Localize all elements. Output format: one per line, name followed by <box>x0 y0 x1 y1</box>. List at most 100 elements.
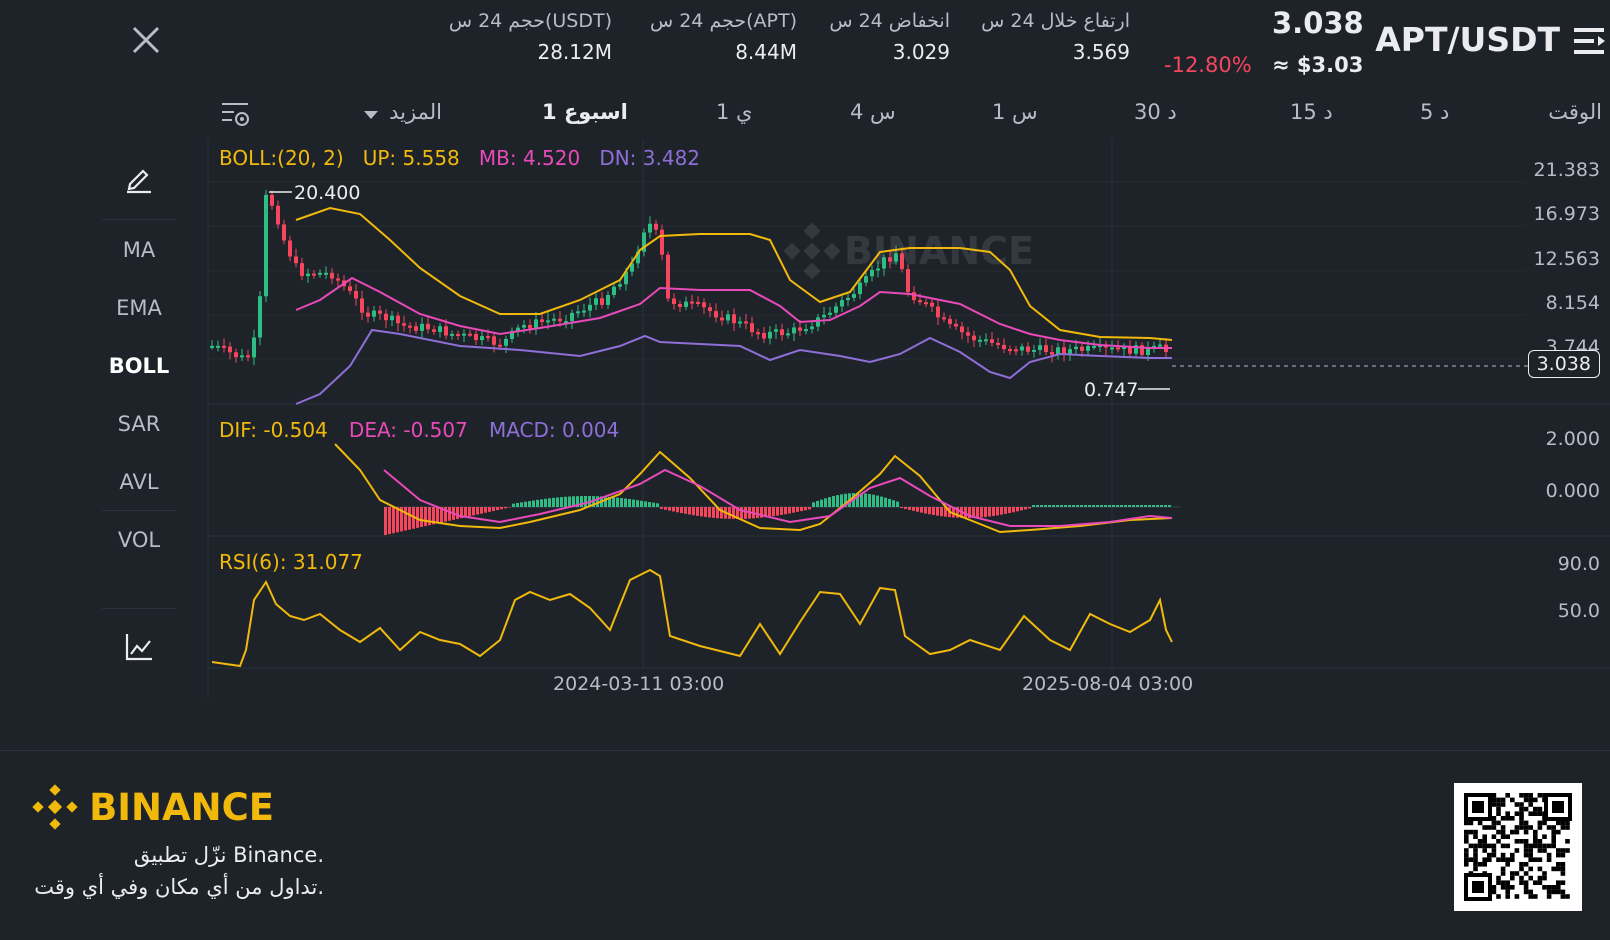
indicator-ema[interactable]: EMA <box>116 296 162 320</box>
qr-module <box>1542 848 1547 853</box>
candle <box>1098 345 1102 348</box>
chart-settings-icon[interactable] <box>220 100 250 128</box>
tab-30m[interactable]: 30 د <box>1134 100 1177 124</box>
macd-bar <box>1128 505 1131 507</box>
macd-bar <box>544 498 547 507</box>
boll-mb-line <box>295 276 1172 349</box>
qr-module <box>1528 797 1533 803</box>
qr-module <box>1514 825 1520 830</box>
qr-module <box>1523 852 1529 858</box>
macd-bar <box>912 507 915 511</box>
x-axis-date: 2024-03-11 03:00 <box>553 673 725 695</box>
macd-bar <box>720 507 723 519</box>
close-icon[interactable] <box>132 26 160 54</box>
kline-chart[interactable]: BINANCE 20.400 0.747 <box>0 0 1610 720</box>
candle <box>438 326 442 332</box>
macd-bar <box>488 507 491 512</box>
qr-module <box>1533 857 1538 862</box>
macd-bar <box>1140 505 1143 507</box>
candle <box>348 286 352 291</box>
candle <box>666 254 670 299</box>
macd-bar <box>1008 507 1011 514</box>
candle <box>678 304 682 307</box>
candle <box>888 257 892 262</box>
macd-dea-line <box>383 468 1173 527</box>
qr-module <box>1523 880 1529 885</box>
candle <box>606 294 610 305</box>
qr-module <box>1510 857 1515 862</box>
candle <box>486 336 490 339</box>
current-price-tag: 3.038 <box>1527 350 1600 378</box>
macd-bar <box>396 507 399 533</box>
candle <box>1128 346 1132 354</box>
tab-4h[interactable]: 4 س <box>850 100 896 124</box>
tab-1w[interactable]: 1 اسبوع <box>542 100 628 124</box>
indicator-avl[interactable]: AVL <box>119 470 159 494</box>
macd-bar <box>896 501 899 507</box>
candle <box>690 301 694 304</box>
macd-bar <box>628 499 631 507</box>
macd-bar <box>804 507 807 511</box>
pair-title[interactable]: APT/USDT <box>1375 20 1560 59</box>
macd-bar <box>1012 507 1015 513</box>
macd-bar <box>944 507 947 517</box>
macd-bar <box>904 507 907 509</box>
qr-module <box>1464 862 1469 867</box>
candle <box>276 205 280 225</box>
indicator-vol[interactable]: VOL <box>117 528 161 552</box>
macd-bar <box>1160 505 1163 507</box>
candle <box>990 339 994 343</box>
macd-bar <box>524 501 527 507</box>
macd-bar <box>820 499 823 507</box>
macd-bar <box>392 507 395 534</box>
menu-lines-icon[interactable] <box>1574 26 1606 56</box>
qr-module <box>1496 875 1501 881</box>
candle <box>792 327 796 334</box>
pencil-icon[interactable] <box>124 164 154 194</box>
candle <box>942 317 946 320</box>
boll-axis-tick: 12.563 <box>1533 248 1600 270</box>
qr-module <box>1519 820 1524 826</box>
indicator-ma[interactable]: MA <box>122 238 156 262</box>
macd-bar <box>1004 507 1007 514</box>
macd-bar <box>728 507 731 519</box>
qr-module <box>1510 875 1515 881</box>
macd-bar <box>716 507 719 519</box>
macd-bar <box>1076 505 1079 507</box>
qr-code-icon[interactable] <box>1454 783 1582 911</box>
tab-1h[interactable]: 1 س <box>992 100 1038 124</box>
candle <box>882 257 886 269</box>
qr-module <box>1491 825 1497 830</box>
indicator-sar[interactable]: SAR <box>117 412 161 436</box>
qr-module <box>1473 829 1478 835</box>
macd-bar <box>416 507 419 528</box>
qr-module <box>1464 839 1469 844</box>
qr-module <box>1528 852 1533 858</box>
tab-5m[interactable]: 5 د <box>1420 100 1450 124</box>
candle <box>1146 347 1150 355</box>
qr-module <box>1514 811 1520 816</box>
qr-module <box>1519 806 1524 812</box>
qr-module <box>1500 797 1506 803</box>
divider <box>102 510 176 511</box>
tab-15m[interactable]: 15 د <box>1290 100 1333 124</box>
tab-1d[interactable]: 1 ي <box>716 100 753 124</box>
qr-module <box>1565 894 1570 899</box>
candle <box>798 327 802 331</box>
candle <box>948 318 952 324</box>
qr-module <box>1523 829 1529 835</box>
indicator-boll[interactable]: BOLL <box>108 354 170 378</box>
macd-bar <box>596 496 599 507</box>
qr-module <box>1505 834 1510 839</box>
watermark-text: BINANCE <box>844 229 1034 273</box>
qr-module <box>1491 816 1497 821</box>
macd-bar <box>788 507 791 514</box>
more-dropdown[interactable]: المزيد <box>364 100 442 124</box>
line-chart-icon[interactable] <box>124 632 154 662</box>
macd-bar <box>620 498 623 507</box>
change-percent: -12.80% <box>1164 53 1252 77</box>
qr-module <box>1556 820 1561 826</box>
qr-module <box>1551 885 1556 890</box>
candle <box>642 232 646 252</box>
macd-bar <box>420 507 423 527</box>
